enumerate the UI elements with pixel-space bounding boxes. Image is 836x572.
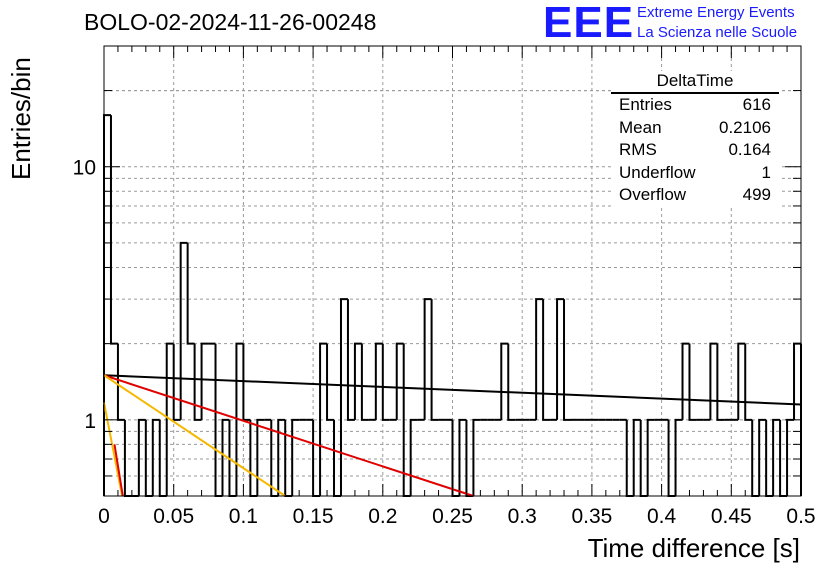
stats-label: RMS	[619, 140, 657, 159]
histogram-bin	[556, 298, 565, 420]
x-tick-label: 0.25	[432, 505, 473, 528]
histogram-bin	[353, 342, 362, 420]
histogram-bin	[221, 418, 230, 496]
stats-label: Overflow	[619, 185, 687, 204]
eee-logo: EEE	[543, 0, 635, 47]
histogram-bin	[179, 241, 188, 420]
histogram-bin	[256, 418, 265, 496]
histogram-bin	[423, 298, 432, 420]
histogram-bin	[103, 114, 111, 496]
chart-title: BOLO-02-2024-11-26-00248	[84, 9, 377, 35]
histogram-bin	[758, 418, 767, 496]
histogram-bin	[395, 342, 404, 420]
histogram-bin	[137, 418, 146, 496]
fit-line	[103, 374, 286, 497]
stats-row-entries: Entries 616	[611, 94, 779, 117]
histogram-bin	[360, 343, 369, 421]
fit-line	[113, 444, 124, 497]
histogram-bin	[193, 343, 202, 421]
histogram-bin	[430, 299, 439, 421]
histogram-bin	[109, 115, 118, 345]
x-tick-label: 0.45	[711, 505, 752, 528]
histogram-bin	[563, 299, 571, 421]
stats-value: 1	[761, 162, 771, 182]
histogram-bin	[716, 343, 725, 421]
histogram-bin	[151, 418, 160, 496]
fit-line	[103, 374, 474, 497]
logo-line-2: La Scienza nelle Scuole	[637, 24, 798, 41]
tick-labels: 0 0.05 0.1 0.15 0.2 0.25 0.3 0.35 0.4 0.45 0.5 1 10	[73, 157, 816, 528]
histogram-bin	[688, 343, 697, 421]
stats-value: 0.2106	[719, 117, 771, 137]
stats-row-underflow: Underflow 1	[611, 162, 779, 185]
histogram-bin	[681, 342, 690, 420]
x-tick-label: 0.3	[508, 505, 537, 528]
x-tick-label: 0.4	[647, 505, 677, 528]
histogram-bin	[458, 418, 467, 496]
y-tick-label: 10	[73, 157, 96, 180]
histogram-bin	[409, 418, 418, 496]
histogram-bin	[326, 343, 335, 421]
y-axis-label: Entries/bin	[6, 57, 36, 180]
histogram-bin	[165, 342, 174, 496]
histogram-bin	[542, 299, 551, 421]
stats-box: DeltaTime Entries 616 Mean 0.2106 RMS 0.…	[611, 71, 779, 207]
stats-value: 616	[742, 95, 771, 114]
stats-row-overflow: Overflow 499	[611, 184, 779, 207]
stats-title: DeltaTime	[611, 71, 779, 94]
stats-value: 499	[742, 185, 771, 204]
axes	[103, 45, 802, 497]
histogram-bin	[535, 298, 544, 420]
histogram-bin	[500, 342, 509, 420]
histogram-bin	[472, 418, 481, 496]
histogram-bin	[172, 343, 181, 421]
stats-value: 0.164	[728, 140, 771, 159]
x-tick-label: 0.5	[786, 505, 815, 528]
x-tick-label: 0.1	[229, 505, 258, 528]
x-tick-label: 0.2	[368, 505, 397, 528]
histogram-bin	[772, 418, 781, 496]
x-axis-label: Time difference [s]	[587, 533, 800, 563]
stats-label: Mean	[619, 117, 662, 137]
fit-line	[103, 402, 124, 497]
histogram-bin	[186, 242, 195, 345]
histogram-bin	[235, 342, 244, 496]
stats-label: Underflow	[619, 162, 696, 182]
histogram-bin	[793, 342, 801, 420]
histogram-bin	[632, 418, 641, 496]
x-tick-label: 0.35	[571, 505, 612, 528]
histogram-bin	[709, 342, 718, 420]
stats-label: Entries	[619, 95, 672, 114]
histogram-bin	[744, 343, 753, 421]
histogram-bin	[381, 343, 390, 421]
histogram-bin	[200, 342, 209, 420]
y-tick-label: 1	[84, 410, 96, 433]
stats-row-mean: Mean 0.2106	[611, 117, 779, 140]
histogram-bin	[339, 298, 348, 496]
histogram-bin	[737, 342, 746, 420]
stats-row-rms: RMS 0.164	[611, 139, 779, 162]
fit-lines	[103, 374, 802, 497]
histogram-bin	[346, 299, 355, 421]
x-tick-label: 0.05	[153, 505, 194, 528]
histogram-bin	[277, 418, 286, 496]
x-tick-label: 0.15	[293, 505, 334, 528]
histogram-bin	[374, 342, 383, 420]
fit-line	[103, 374, 802, 406]
histogram-bin	[291, 418, 300, 496]
histogram-bin	[646, 418, 655, 496]
logo-line-1: Extreme Energy Events	[637, 4, 795, 21]
x-tick-label: 0	[98, 505, 110, 528]
histogram-bin	[674, 418, 683, 496]
histogram-bin	[507, 343, 516, 421]
